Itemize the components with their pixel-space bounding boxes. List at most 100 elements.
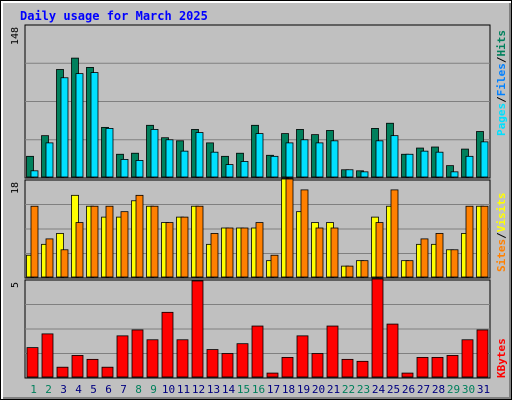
bar-pages [90,72,99,178]
bar-sites [360,260,369,278]
panel-hits-files-pages: 148 [10,24,491,179]
bar-sites [180,216,189,278]
bar-kbytes [341,358,354,378]
bar-pages [225,164,234,178]
bar-sites [405,260,414,278]
bar-kbytes [146,339,159,378]
day-label: 4 [75,383,82,396]
bar-sites [420,238,429,278]
bar-sites [450,249,459,278]
bar-sites [150,205,159,278]
legend-pages: Pages [495,103,508,136]
bar-pages [465,155,474,178]
bar-kbytes [206,349,219,378]
legend-files: Files [495,63,508,96]
day-label: 19 [297,383,310,396]
bar-pages [360,171,369,178]
bar-pages [135,160,144,178]
day-label: 28 [432,383,445,396]
legend-visits: Visits [495,193,508,233]
bar-kbytes [116,335,129,378]
bar-kbytes [101,366,114,378]
bar-sites [120,211,129,278]
bar-pages [165,139,174,178]
bar-kbytes [431,356,444,378]
bar-sites [45,238,54,278]
legend-separator: / [495,56,508,63]
bar-pages [240,161,249,178]
bar-kbytes [221,353,234,378]
bar-kbytes [326,325,339,378]
bar-pages [450,171,459,178]
bar-kbytes [311,353,324,378]
bar-pages [195,132,204,178]
bar-kbytes [251,325,264,378]
day-label: 24 [372,383,386,396]
bar-sites [285,178,294,278]
bar-sites [225,227,234,278]
day-label: 8 [135,383,142,396]
bar-kbytes [191,280,204,378]
bar-pages [120,159,129,178]
bar-sites [270,254,279,278]
y-max-label: 148 [10,27,21,45]
day-label: 21 [327,383,340,396]
bar-kbytes [356,360,369,378]
bar-pages [210,151,219,178]
bar-sites [165,222,174,278]
bar-sites [30,205,39,278]
bar-kbytes [176,339,189,378]
day-labels: 1 2 3 4 5 6 7 8 9 10 11 12 13 14 15 16 17 18 19 20 21 22 23 24 2… [30,383,490,396]
bar-kbytes [401,372,414,378]
bar-sites [465,205,474,278]
day-label: 11 [177,383,190,396]
panel-visits-sites: 18 [10,178,491,279]
bar-pages [480,141,489,178]
bar-sites [75,222,84,278]
bar-pages [390,135,399,178]
bar-kbytes [281,356,294,378]
legend-kbytes: KBytes [495,338,508,378]
bar-pages [435,151,444,178]
day-label: 10 [162,383,175,396]
bar-sites [375,222,384,278]
bar-sites [345,265,354,278]
bar-pages [315,142,324,178]
bar-hits [26,155,34,178]
legend-hits: Hits [495,30,508,57]
day-label: 9 [150,383,157,396]
legend-sites: Sites [495,239,508,272]
bar-pages [105,128,114,178]
day-label: 25 [387,383,400,396]
day-label: 26 [402,383,415,396]
bar-sites [210,233,219,278]
bar-pages [270,155,279,178]
y-max-label: 18 [10,182,21,194]
day-label: 29 [447,383,460,396]
bar-kbytes [296,335,309,378]
chart-panels: 148 18 5 [10,24,491,379]
bar-kbytes [371,278,384,378]
bar-hits [446,165,454,178]
day-label: 31 [477,383,490,396]
day-label: 23 [357,383,370,396]
day-label: 16 [252,383,265,396]
bar-kbytes [41,333,54,378]
bar-pages [30,170,39,178]
bar-pages [345,169,354,178]
bar-sites [195,205,204,278]
day-label: 17 [267,383,280,396]
day-label: 2 [45,383,52,396]
day-label: 14 [222,383,236,396]
day-label: 18 [282,383,295,396]
bar-sites [240,227,249,278]
day-label: 20 [312,383,325,396]
day-label: 12 [192,383,205,396]
bar-sites [435,233,444,278]
day-label: 13 [207,383,220,396]
bar-kbytes [416,356,429,378]
bar-kbytes [71,355,84,378]
y-max-label: 5 [10,282,21,288]
bar-sites [330,227,339,278]
